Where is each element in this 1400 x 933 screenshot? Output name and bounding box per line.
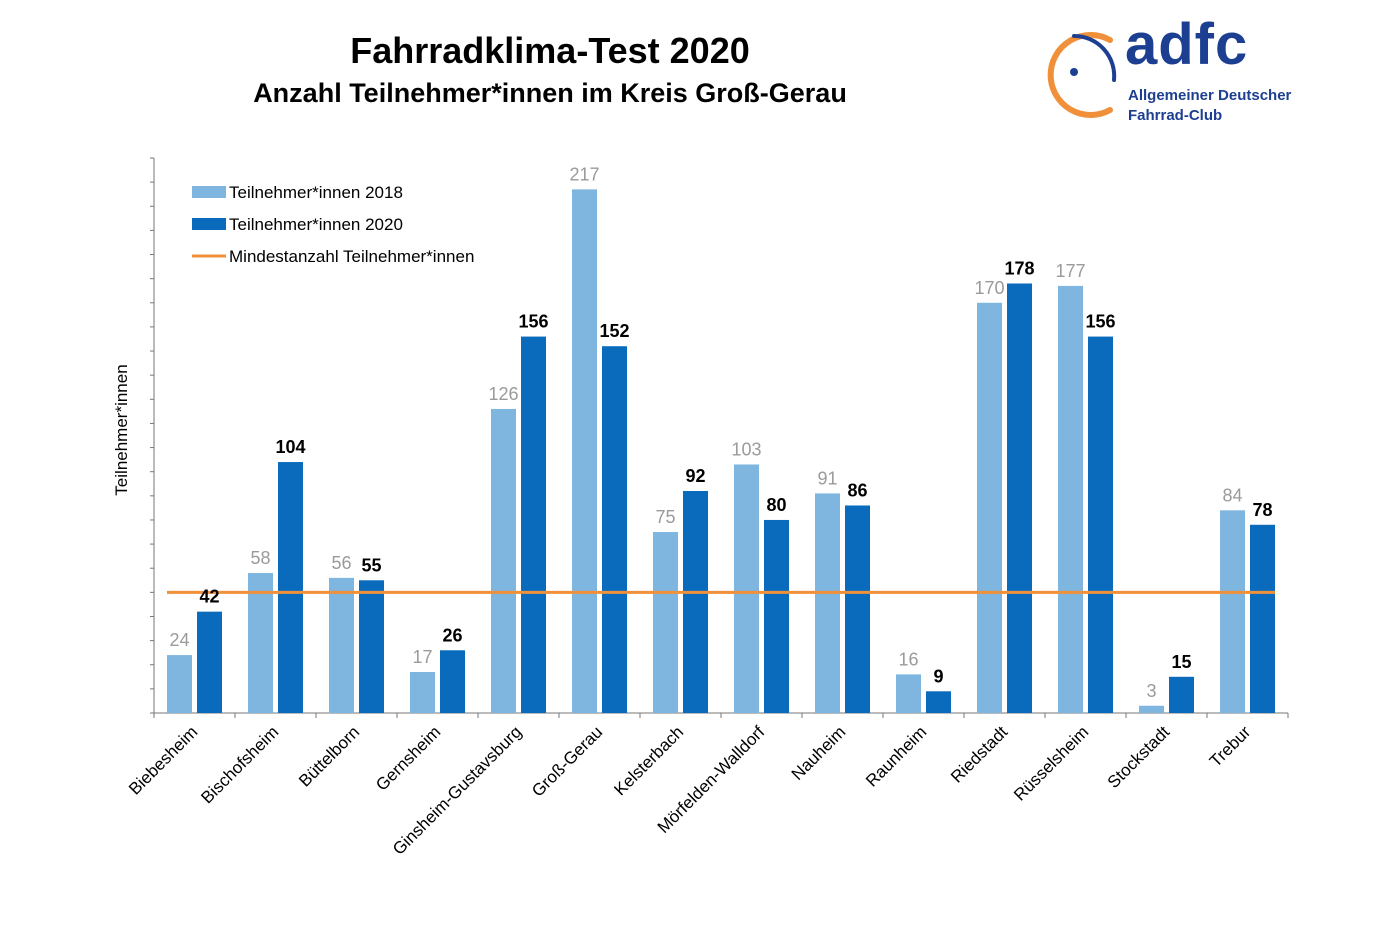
category-label: Biebesheim [125, 722, 201, 798]
data-label-2020: 9 [933, 666, 943, 686]
bar-2018 [167, 655, 192, 713]
category-label: Büttelborn [295, 722, 363, 790]
data-label-2018: 84 [1222, 485, 1242, 505]
bar-2018 [1220, 510, 1245, 713]
data-label-2018: 126 [488, 384, 518, 404]
data-label-2020: 156 [1085, 312, 1115, 332]
data-label-2020: 92 [685, 466, 705, 486]
bar-2018 [1139, 705, 1164, 713]
category-label: Groß-Gerau [528, 722, 606, 800]
bar-2020 [764, 519, 789, 713]
bar-2020 [1007, 283, 1032, 713]
category-label: Riedstadt [947, 722, 1011, 786]
legend-item-2020-label: Teilnehmer*innen 2020 [229, 215, 403, 234]
chart-subtitle: Anzahl Teilnehmer*innen im Kreis Groß-Ge… [253, 78, 847, 108]
bar-2020 [1250, 524, 1275, 713]
data-label-2018: 56 [331, 553, 351, 573]
bar-2018 [410, 671, 435, 713]
bar-2020 [278, 462, 303, 713]
data-label-2020: 80 [766, 495, 786, 515]
legend-item-2020-swatch [192, 218, 226, 230]
legend-item-2018-label: Teilnehmer*innen 2018 [229, 183, 403, 202]
data-label-2018: 103 [731, 439, 761, 459]
data-label-2020: 86 [847, 480, 867, 500]
data-label-2020: 55 [361, 555, 381, 575]
legend-item-2018-swatch [192, 186, 226, 198]
data-label-2020: 15 [1171, 652, 1191, 672]
bar-2018 [653, 532, 678, 713]
bar-2018 [734, 464, 759, 713]
bar-2018 [572, 189, 597, 713]
data-label-2020: 78 [1252, 500, 1272, 520]
logo-ring-icon [1047, 32, 1117, 118]
data-label-2020: 152 [599, 321, 629, 341]
data-label-2020: 42 [199, 587, 219, 607]
bar-2018 [815, 493, 840, 713]
legend-item-threshold-label: Mindestanzahl Teilnehmer*innen [229, 247, 474, 266]
category-label: Gernsheim [372, 722, 444, 794]
adfc-logo: adfc Allgemeiner Deutscher Fahrrad-Club [1030, 16, 1330, 128]
data-label-2018: 24 [169, 630, 189, 650]
bar-2018 [977, 302, 1002, 713]
logo-wordmark: adfc [1125, 12, 1249, 77]
data-label-2018: 3 [1146, 681, 1156, 701]
bar-2020 [1088, 336, 1113, 713]
bar-2018 [329, 577, 354, 713]
bar-2020 [602, 346, 627, 713]
bar-2020 [845, 505, 870, 713]
category-label: Stockstadt [1104, 722, 1174, 792]
bar-2020 [521, 336, 546, 713]
category-label: Raunheim [862, 722, 930, 790]
data-label-2020: 104 [275, 437, 305, 457]
category-label: Nauheim [788, 722, 850, 784]
bar-2020 [683, 491, 708, 713]
data-label-2018: 177 [1055, 261, 1085, 281]
data-label-2020: 26 [442, 625, 462, 645]
logo-tagline-1: Allgemeiner Deutscher [1128, 87, 1292, 104]
chart-bars [167, 189, 1275, 713]
chart-title: Fahrradklima-Test 2020 [350, 30, 750, 71]
data-label-2018: 75 [655, 507, 675, 527]
logo-tagline-2: Fahrrad-Club [1128, 107, 1223, 124]
data-label-2018: 17 [412, 647, 432, 667]
bar-2020 [926, 691, 951, 713]
data-label-2020: 178 [1004, 258, 1034, 278]
chart-legend: Teilnehmer*innen 2018 Teilnehmer*innen 20… [192, 183, 474, 266]
bar-2020 [197, 611, 222, 713]
chart-axes [150, 157, 1289, 718]
category-label: Kelsterbach [610, 722, 687, 799]
data-label-2018: 58 [250, 548, 270, 568]
category-label: Trebur [1206, 722, 1255, 771]
data-label-2020: 156 [518, 312, 548, 332]
data-label-2018: 170 [974, 278, 1004, 298]
bar-2020 [440, 650, 465, 713]
category-label: Bischofsheim [197, 722, 282, 807]
data-label-2018: 217 [569, 164, 599, 184]
data-label-2018: 16 [898, 649, 918, 669]
bar-2018 [248, 573, 273, 713]
bar-2018 [1058, 285, 1083, 713]
bar-2018 [491, 408, 516, 713]
bar-2020 [359, 580, 384, 713]
data-label-2018: 91 [817, 468, 837, 488]
bar-2020 [1169, 676, 1194, 713]
bar-2018 [896, 674, 921, 713]
y-axis-label: Teilnehmer*innen [112, 364, 131, 495]
category-label: Rüsselsheim [1010, 722, 1092, 804]
